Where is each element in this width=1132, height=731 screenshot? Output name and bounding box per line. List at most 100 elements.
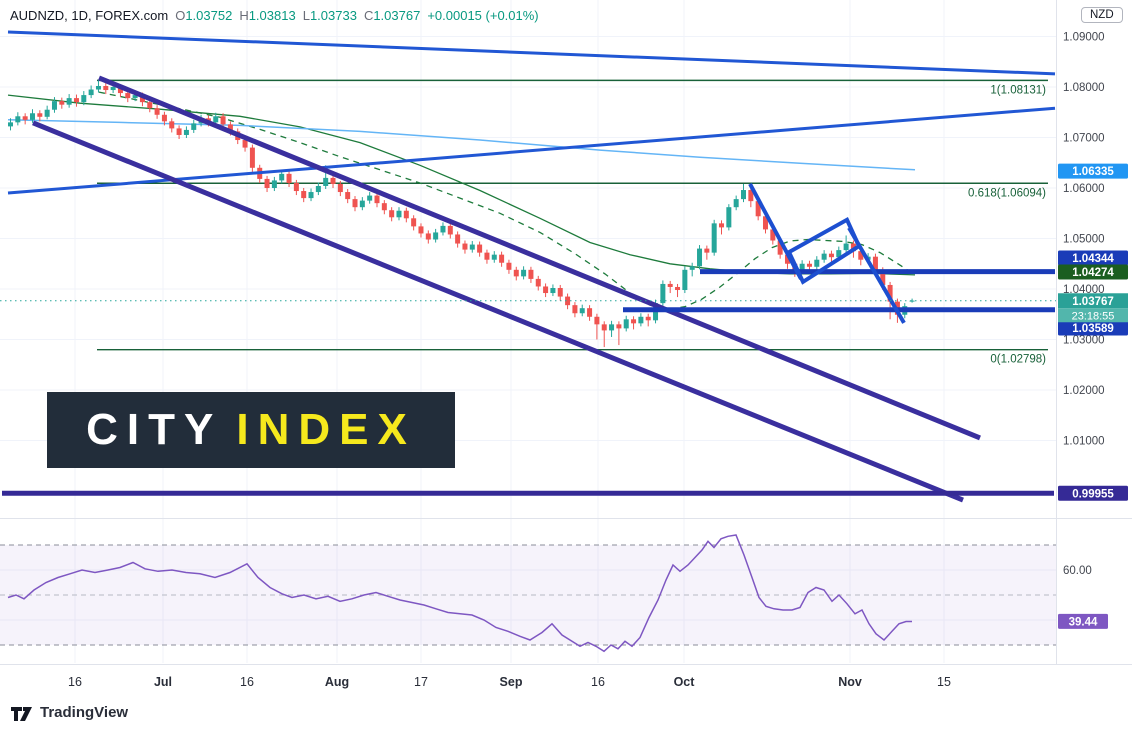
rsi-value-badge (1058, 613, 1108, 629)
candle-body (784, 254, 790, 264)
candle-body (675, 286, 681, 291)
symbol-legend[interactable]: AUDNZD, 1D, FOREX.com O 1.03752 H 1.03813 … (10, 8, 539, 23)
drawings[interactable] (2, 30, 1056, 503)
time-tick-label: Oct (674, 675, 696, 689)
candle-body (499, 254, 505, 263)
price-tick-label: 1.03000 (1063, 335, 1105, 347)
candle-body (543, 286, 549, 294)
rsi-value-badge-text: 39.44 (1069, 616, 1098, 628)
candle-body (301, 191, 307, 199)
time-tick-label: 17 (414, 675, 428, 689)
candle-body (66, 98, 72, 105)
candle-body (719, 223, 725, 228)
candle-body (484, 252, 490, 260)
price-badge-1.03589-text: 1.03589 (1072, 323, 1114, 335)
candle-body (726, 207, 732, 228)
time-axis[interactable]: 16 Jul 16 Aug 17 Sep 16 Oct Nov 15 (68, 675, 951, 689)
candle-body (293, 182, 299, 192)
candle-body (594, 316, 600, 325)
candle-body (616, 324, 622, 329)
candle-body (125, 93, 131, 99)
candle-body (374, 195, 380, 204)
candle-body (491, 254, 497, 260)
bear-flag-polygon[interactable] (786, 216, 862, 285)
fib-retracement[interactable]: 1(1.08131) 0.618(1.06094) 0(1.02798) (97, 79, 1048, 366)
tradingview-footer[interactable]: TradingView (10, 703, 128, 722)
candle-body (315, 185, 321, 193)
countdown-badge (1058, 308, 1128, 323)
candle-body (572, 305, 578, 314)
candle-body (469, 244, 475, 250)
candle-body (213, 116, 219, 123)
price-tick-label: 1.09000 (1063, 32, 1105, 44)
candle-body (411, 218, 417, 227)
price-badge-1.06335 (1058, 163, 1128, 179)
price-badge-1.04274 (1058, 264, 1128, 280)
channel-lower[interactable] (32, 120, 964, 503)
candle-body (777, 240, 783, 255)
fib-level-label: 1(1.08131) (990, 84, 1046, 96)
candle-body (433, 232, 439, 240)
grid-lines (0, 0, 1056, 663)
candle-body (337, 183, 343, 193)
ohlc-close: C 1.03767 (363, 8, 421, 23)
candle-body (403, 210, 409, 219)
candle-body (477, 244, 483, 253)
trendline-rising[interactable] (7, 106, 1056, 195)
candle-body (843, 243, 849, 251)
time-tick-label: 15 (937, 675, 951, 689)
candle-body (8, 122, 13, 127)
candle-body (88, 89, 94, 96)
candle-body (806, 263, 812, 267)
candle-body (623, 319, 629, 329)
price-badge-1.04344-text: 1.04344 (1072, 253, 1114, 265)
candle-body (169, 121, 175, 129)
candle-body (638, 316, 644, 324)
currency-toggle-nzd[interactable]: NZD (1081, 7, 1123, 23)
candle-body (29, 113, 35, 120)
candle-body (704, 248, 710, 253)
price-change: +0.00015 (+0.01%) (427, 8, 539, 23)
trendline-descending-top[interactable] (7, 30, 1056, 76)
candle-body (565, 296, 571, 306)
candle-body (15, 116, 21, 123)
price-badge-1.03589 (1058, 320, 1128, 336)
countdown-text: 23:18:55 (1072, 310, 1115, 322)
candle-body (887, 284, 893, 302)
fib-level-label: 0.618(1.06094) (968, 187, 1046, 199)
candle-body (271, 180, 277, 188)
time-tick-label: Nov (838, 675, 862, 689)
pane-borders (0, 0, 1132, 665)
candle-body (330, 177, 336, 184)
price-badge-1.04274-text: 1.04274 (1072, 267, 1114, 279)
price-tick-label: 1.05000 (1063, 234, 1105, 246)
sma-200-blue (7, 119, 916, 171)
ohlc-open: O 1.03752 (175, 8, 233, 23)
price-badge-0.99955 (1058, 485, 1128, 501)
candle-body (506, 262, 512, 270)
rsi-line (7, 534, 912, 653)
candle-body (44, 109, 50, 117)
candle-body (220, 116, 226, 125)
candle-body (227, 124, 233, 132)
candle-body (359, 200, 365, 208)
candle-body (183, 129, 189, 135)
candle-body (821, 253, 827, 260)
chart-canvas[interactable]: 1(1.08131) 0.618(1.06094) 0(1.02798) 1.0900… (0, 0, 1132, 695)
price-badge-0.99955-text: 0.99955 (1072, 488, 1114, 500)
candle-body (396, 210, 402, 218)
candle-body (139, 95, 145, 103)
price-axis[interactable]: 1.09000 1.08000 1.07000 1.06000 1.05000 1.040… (1063, 32, 1105, 578)
tradingview-logo-icon (11, 707, 32, 721)
channel-upper[interactable] (98, 75, 981, 441)
candle-body (286, 173, 292, 183)
candle-body (858, 251, 864, 260)
symbol-title[interactable]: AUDNZD, 1D, FOREX.com (10, 8, 169, 23)
candle-body (191, 123, 197, 130)
candle-body (828, 253, 834, 258)
candle-body (117, 87, 123, 94)
candle-body (513, 269, 519, 277)
ohlc-high: H 1.03813 (239, 8, 296, 23)
watermark-word-city: CITY (86, 405, 223, 454)
candle-body (95, 85, 101, 90)
